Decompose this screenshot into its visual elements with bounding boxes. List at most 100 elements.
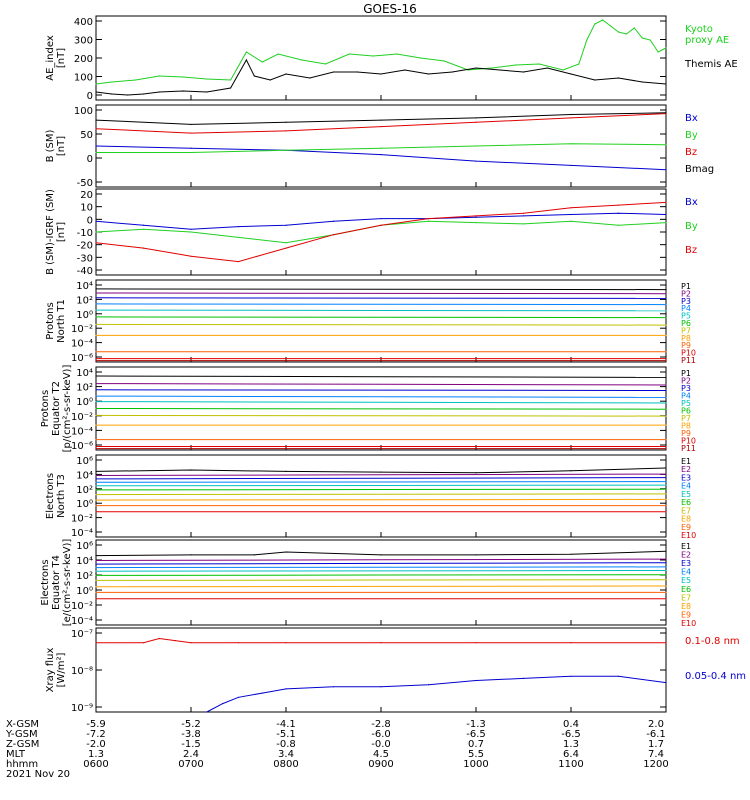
data-point — [538, 63, 540, 65]
data-point — [190, 151, 192, 154]
y-tick-label: 100 — [74, 73, 93, 84]
y-tick-label: 100 — [74, 106, 93, 117]
y-tick-label: 10² — [76, 571, 93, 582]
data-point — [190, 123, 192, 126]
data-point — [665, 293, 667, 295]
legend-0-05-0-4-nm: 0.05-0.4 nm — [685, 671, 746, 682]
y-axis-label: Electrons — [45, 473, 56, 519]
legend-e9: E9 — [681, 610, 691, 619]
data-point — [475, 472, 477, 474]
legend-bz: Bz — [685, 147, 697, 158]
x-tick-label: 5.5 — [468, 749, 484, 760]
data-point — [95, 407, 97, 410]
data-point — [665, 415, 667, 417]
data-point — [229, 79, 232, 81]
legend-e2: E2 — [681, 551, 691, 560]
data-point — [665, 642, 667, 644]
data-point — [665, 384, 667, 386]
data-point — [134, 79, 137, 81]
series-line-e3 — [95, 562, 667, 565]
data-point — [609, 25, 612, 27]
data-point — [562, 69, 564, 71]
data-point — [95, 292, 97, 294]
y-tick-label: -40 — [77, 266, 93, 277]
data-point — [95, 360, 97, 362]
data-point — [380, 642, 382, 644]
x-tick-label: -5.1 — [276, 729, 296, 740]
y-tick-label: 10⁻⁹ — [71, 703, 93, 714]
data-point — [158, 75, 160, 77]
data-point — [427, 73, 430, 75]
x-tick-label: 4.5 — [373, 749, 389, 760]
data-point — [253, 75, 255, 77]
legend-p5: P5 — [681, 399, 691, 408]
data-point — [269, 79, 271, 81]
data-point — [665, 389, 667, 392]
data-point — [253, 554, 255, 556]
data-point — [95, 485, 97, 487]
series-line-e6 — [95, 488, 667, 491]
x-tick-label: 1.7 — [648, 739, 664, 750]
x-tick-label: 7.4 — [648, 749, 664, 760]
data-point — [665, 467, 667, 469]
data-point — [190, 554, 192, 556]
legend-p2: P2 — [681, 377, 691, 386]
data-point — [174, 640, 176, 642]
data-point — [665, 221, 667, 224]
data-point — [617, 31, 620, 33]
data-point — [380, 119, 382, 121]
data-point — [665, 511, 667, 513]
data-point — [475, 145, 477, 147]
x-tick-label: 1000 — [463, 759, 488, 770]
legend-p3: P3 — [681, 297, 691, 306]
data-point — [95, 357, 97, 360]
data-point — [617, 77, 620, 79]
data-point — [95, 288, 97, 290]
x-tick-label: 2.4 — [183, 749, 199, 760]
data-point — [95, 445, 97, 448]
data-point — [95, 570, 97, 572]
data-point — [522, 215, 525, 217]
data-point — [95, 439, 97, 441]
y-axis-label: B (SM)-IGRF (SM) — [45, 189, 56, 275]
data-point — [522, 677, 525, 680]
data-point — [396, 53, 398, 55]
data-point — [443, 60, 445, 62]
data-point — [95, 494, 97, 496]
legend-p1: P1 — [681, 282, 691, 291]
data-point — [95, 554, 97, 557]
y-tick-label: -10 — [77, 228, 93, 239]
data-point — [190, 642, 192, 644]
data-point — [665, 498, 667, 501]
data-point — [665, 579, 667, 581]
data-point — [95, 334, 97, 336]
legend-e6: E6 — [681, 585, 691, 594]
y-tick-label: 10⁻⁸ — [71, 666, 93, 677]
legend-p6: P6 — [681, 319, 691, 328]
data-point — [665, 598, 667, 600]
data-point — [95, 470, 97, 472]
y-axis-label: [e/(cm²-s-sr-keV)] — [62, 539, 73, 627]
data-point — [665, 481, 667, 483]
x-tick-label: -1.5 — [181, 739, 201, 750]
data-point — [285, 149, 287, 151]
data-point — [95, 400, 97, 403]
x-tick-label: 1.3 — [563, 739, 579, 750]
data-point — [285, 121, 287, 123]
x-tick-label: -4.1 — [276, 719, 296, 730]
series-line-e4 — [95, 566, 667, 569]
legend-p9: P9 — [681, 429, 691, 438]
data-point — [332, 234, 335, 236]
data-point — [419, 57, 422, 59]
x-tick-label: -2.0 — [86, 739, 106, 750]
data-point — [665, 445, 667, 448]
series-line-e6 — [95, 574, 667, 576]
data-point — [665, 376, 667, 378]
y-tick-label: 20 — [80, 190, 93, 201]
y-axis-label: Equator T4 — [51, 555, 62, 610]
y-tick-label: -20 — [77, 241, 93, 252]
y-tick-label: 10⁴ — [76, 470, 93, 481]
data-point — [95, 499, 97, 501]
data-point — [285, 470, 287, 472]
data-point — [95, 383, 97, 385]
